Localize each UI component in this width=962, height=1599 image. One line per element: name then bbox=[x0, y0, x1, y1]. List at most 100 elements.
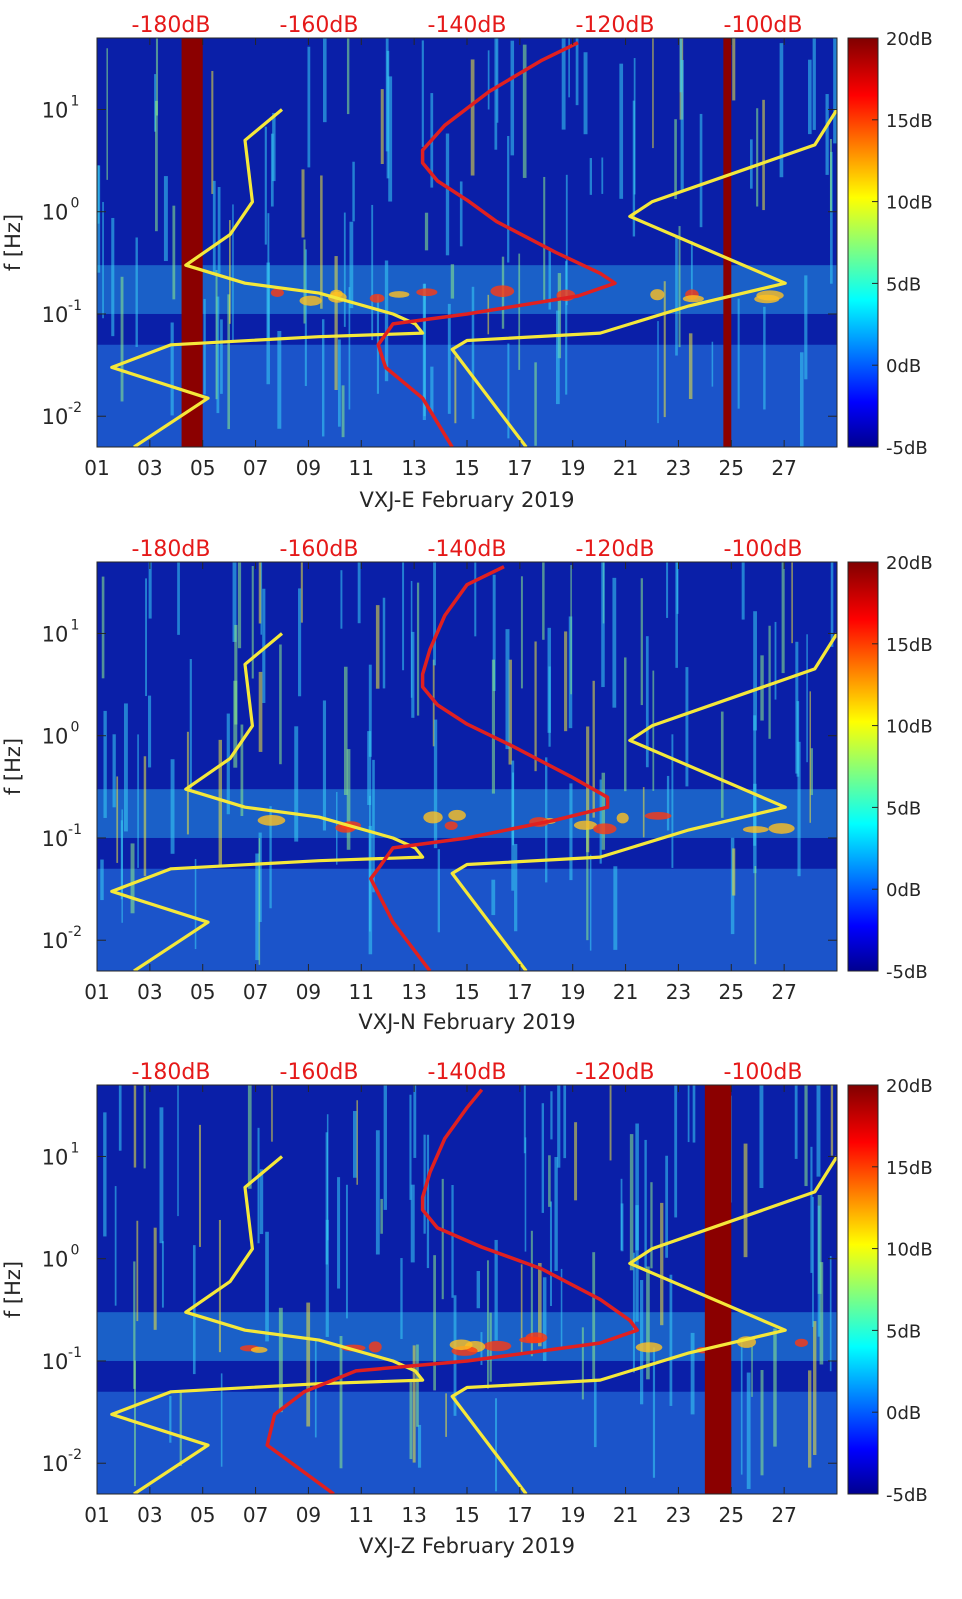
x-tick-label: 17 bbox=[507, 1503, 532, 1527]
noise-streak bbox=[367, 731, 372, 806]
noise-streak bbox=[217, 187, 221, 274]
y-tick-exponent: -1 bbox=[68, 1345, 82, 1361]
y-tick-exponent: -1 bbox=[68, 298, 82, 314]
noise-streak bbox=[307, 46, 311, 168]
noise-streak bbox=[198, 1124, 201, 1247]
noise-streak bbox=[121, 809, 123, 923]
noise-streak bbox=[642, 787, 645, 838]
microseism-peak bbox=[299, 295, 322, 306]
noise-streak bbox=[371, 204, 374, 341]
noise-streak bbox=[100, 859, 104, 901]
microseism-peak bbox=[369, 293, 385, 303]
noise-streak bbox=[750, 139, 753, 189]
noise-model-curve bbox=[450, 1155, 837, 1494]
noise-streak bbox=[375, 605, 380, 689]
noise-streak bbox=[660, 1202, 664, 1326]
microseism-peak bbox=[250, 1346, 268, 1353]
noise-streak bbox=[768, 625, 771, 739]
noise-streak bbox=[111, 217, 115, 337]
x-tick-label: 27 bbox=[771, 1503, 796, 1527]
noise-streak bbox=[666, 775, 670, 831]
noise-streak bbox=[445, 133, 450, 256]
microseism-peak bbox=[270, 288, 284, 297]
colorbar-tick-label: 15dB bbox=[886, 1158, 933, 1179]
noise-streak bbox=[633, 58, 636, 195]
x-tick-label: 15 bbox=[454, 1503, 479, 1527]
noise-streak bbox=[380, 1198, 383, 1234]
noise-streak bbox=[345, 1184, 348, 1319]
noise-streak bbox=[375, 1130, 380, 1255]
noise-streak bbox=[471, 286, 475, 419]
noise-streak bbox=[652, 1347, 656, 1478]
noise-streak bbox=[569, 783, 573, 881]
noise-streak bbox=[674, 1085, 678, 1218]
psd-top-tick-label: -100dB bbox=[724, 13, 803, 38]
noise-streak bbox=[337, 339, 341, 427]
noise-streak bbox=[232, 204, 234, 342]
noise-streak bbox=[829, 1256, 832, 1372]
noise-streak bbox=[353, 1111, 357, 1178]
noise-streak bbox=[450, 264, 455, 299]
noise-streak bbox=[211, 70, 214, 194]
noise-streak bbox=[773, 1328, 777, 1447]
noise-streak bbox=[613, 866, 618, 950]
noise-streak bbox=[294, 726, 299, 842]
noise-streak bbox=[137, 734, 139, 868]
colorbar-tick-label: 20dB bbox=[886, 553, 933, 574]
colorbar-tick-label: 10dB bbox=[886, 717, 933, 738]
x-tick-label: 11 bbox=[349, 980, 374, 1004]
noise-streak bbox=[343, 212, 346, 327]
colorbar-tick-label: 15dB bbox=[886, 111, 933, 132]
noise-streak bbox=[103, 710, 107, 818]
noise-streak bbox=[511, 760, 515, 891]
noise-streak bbox=[554, 1157, 558, 1271]
noise-streak bbox=[346, 38, 350, 115]
noise-streak bbox=[699, 113, 703, 228]
noise-streak bbox=[692, 1085, 696, 1143]
x-tick-label: 27 bbox=[771, 980, 796, 1004]
y-tick-label: 10 bbox=[42, 1248, 69, 1272]
noise-streak bbox=[433, 1255, 436, 1391]
noise-streak bbox=[400, 1258, 403, 1339]
noise-streak bbox=[357, 562, 361, 624]
x-tick-label: 19 bbox=[560, 456, 585, 480]
noise-streak bbox=[257, 1127, 260, 1244]
noise-streak bbox=[101, 576, 105, 679]
noise-streak bbox=[586, 726, 590, 853]
psd-top-tick-label: -120dB bbox=[576, 13, 655, 38]
noise-streak bbox=[575, 38, 579, 106]
noise-streak bbox=[112, 734, 116, 808]
noise-streak bbox=[601, 772, 606, 850]
noise-streak bbox=[258, 838, 261, 965]
y-tick-label: 10 bbox=[42, 201, 69, 225]
noise-streak bbox=[116, 776, 119, 863]
noise-streak bbox=[232, 562, 237, 642]
x-tick-label: 07 bbox=[243, 1503, 268, 1527]
noise-streak bbox=[258, 671, 263, 752]
psd-top-tick-label: -160dB bbox=[280, 13, 359, 38]
x-tick-label: 09 bbox=[296, 980, 321, 1004]
noise-streak bbox=[369, 795, 371, 932]
noise-streak bbox=[233, 680, 238, 768]
noise-streak bbox=[665, 1155, 669, 1258]
microseism-peak bbox=[742, 826, 769, 833]
noise-streak bbox=[833, 38, 837, 144]
microseism-peak bbox=[525, 1332, 548, 1344]
noise-model-curve bbox=[450, 632, 837, 971]
noise-streak bbox=[226, 713, 230, 815]
noise-streak bbox=[454, 356, 457, 424]
noise-streak bbox=[570, 565, 572, 695]
microseism-peak bbox=[644, 811, 672, 820]
noise-streak bbox=[262, 588, 266, 703]
noise-streak bbox=[169, 1395, 172, 1443]
spectrogram-area bbox=[97, 562, 837, 971]
microseism-peak bbox=[423, 811, 443, 824]
noise-streak bbox=[385, 38, 389, 152]
y-tick-exponent: -1 bbox=[68, 822, 82, 838]
colorbar-tick-label: 20dB bbox=[886, 29, 933, 50]
noise-streak bbox=[334, 256, 338, 390]
noise-streak bbox=[830, 1085, 834, 1156]
spectrogram-area bbox=[97, 1085, 837, 1494]
x-axis-label: VXJ-N February 2019 bbox=[358, 1010, 575, 1034]
